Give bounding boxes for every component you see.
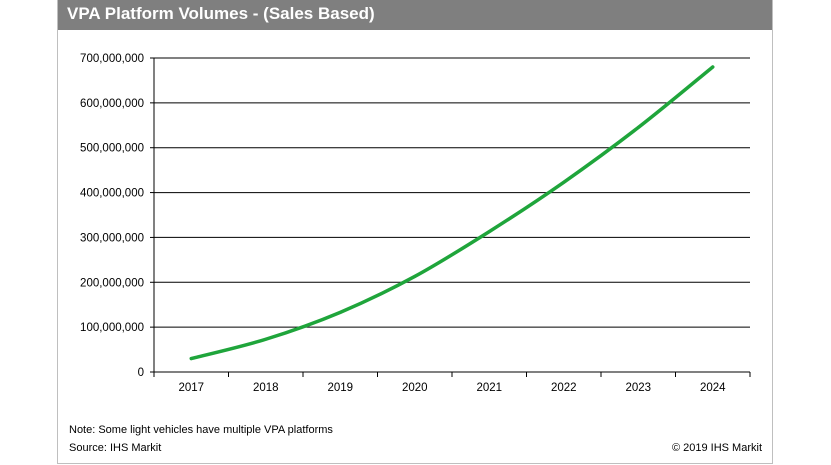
line-chart: 0 100,000,000 200,000,000 300,000,000 400,00… [80, 53, 751, 394]
data-point [562, 180, 566, 184]
chart-note: Note: Some light vehicles have multiple … [69, 424, 333, 436]
chart-frame: VPA Platform Volumes - (Sales Based) 0 10… [57, 0, 773, 464]
x-tick-label: 2022 [551, 382, 577, 394]
x-axis: 2017 2018 2019 2020 2021 2022 2023 2024 [153, 371, 751, 394]
y-tick-label: 300,000,000 [80, 232, 144, 244]
chart-source: Source: IHS Markit [69, 442, 162, 454]
y-tick-label: 600,000,000 [80, 98, 144, 110]
y-tick-label: 400,000,000 [80, 188, 144, 200]
data-point [189, 357, 193, 361]
x-tick-label: 2017 [178, 382, 204, 394]
x-tick-label: 2021 [476, 382, 502, 394]
data-point [338, 310, 342, 314]
copyright-notice: © 2019 IHS Markit [671, 442, 762, 454]
x-tick-label: 2019 [327, 382, 353, 394]
gridlines [154, 57, 750, 328]
x-tick-label: 2020 [402, 382, 428, 394]
data-point [264, 337, 268, 341]
x-tick-label: 2024 [700, 382, 726, 394]
y-tick-label: 500,000,000 [80, 143, 144, 155]
chart-title: VPA Platform Volumes - (Sales Based) [67, 4, 375, 23]
data-point [413, 274, 417, 278]
y-tick-label: 700,000,000 [80, 53, 144, 65]
series-layer [189, 65, 715, 361]
data-point [487, 230, 491, 234]
x-tick-label: 2023 [625, 382, 651, 394]
title-bar: VPA Platform Volumes - (Sales Based) [58, 0, 772, 30]
data-point [636, 126, 640, 130]
series-line [189, 65, 715, 361]
x-tick-label: 2018 [253, 382, 279, 394]
y-tick-label: 0 [138, 367, 144, 379]
y-axis-ticks: 0 100,000,000 200,000,000 300,000,000 400,00… [80, 53, 155, 379]
data-point [711, 65, 715, 69]
y-tick-label: 100,000,000 [80, 322, 144, 334]
y-tick-label: 200,000,000 [80, 277, 144, 289]
